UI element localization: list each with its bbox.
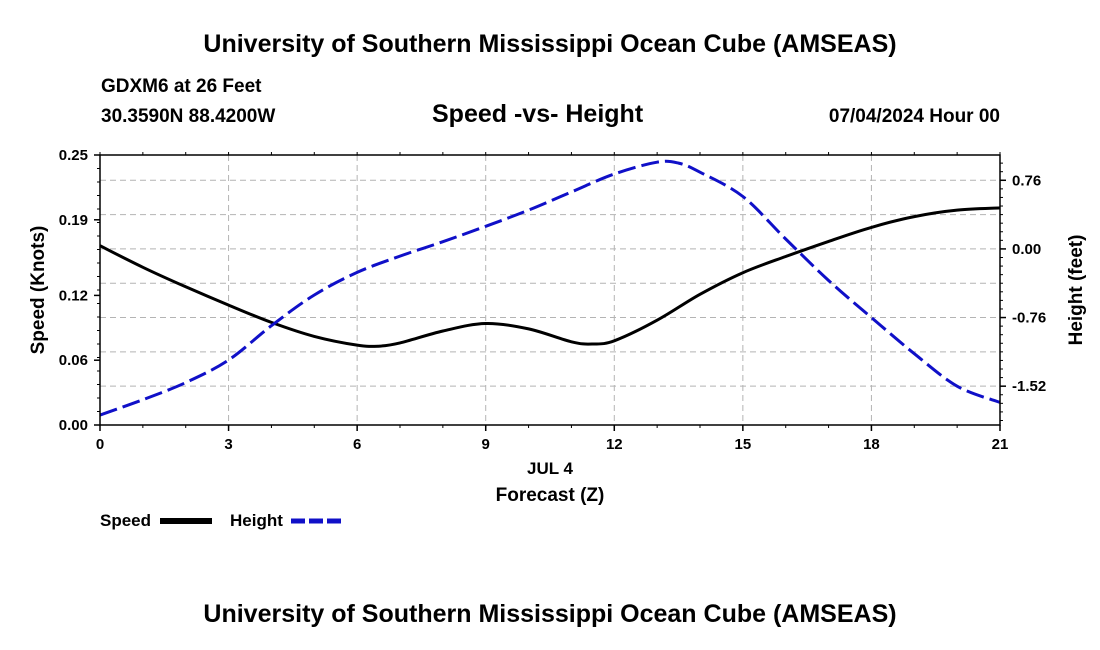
legend-height-label: Height [230, 511, 283, 530]
datetime-label: 07/04/2024 Hour 00 [828, 106, 1000, 127]
footer-title: University of Southern Mississippi Ocean… [203, 600, 897, 628]
x-tick-label: 18 [863, 436, 880, 453]
x-axis-title: Forecast (Z) [496, 485, 605, 506]
x-sublabel: JUL 4 [527, 459, 574, 478]
speed-series-line [99, 206, 1001, 348]
plot-frame: 0 3 6 9 12 15 18 21 0.00 0.06 0.12 0.19 0.25 0.76 0.00… [59, 147, 1046, 453]
chart-subtitle: Speed -vs- Height [432, 100, 644, 128]
x-tick-label: 12 [606, 436, 623, 453]
station-label: GDXM6 at 26 Feet [101, 76, 262, 97]
y2-axis-title: Height (feet) [1066, 235, 1087, 346]
y-tick-label: 0.19 [59, 212, 88, 229]
grid-lines [100, 155, 1000, 425]
y-tick-label: 0.25 [59, 147, 88, 164]
x-tick-label: 9 [482, 436, 490, 453]
y-axis-title: Speed (Knots) [28, 226, 49, 355]
y2-tick-label: 0.00 [1012, 241, 1041, 258]
x-tick-label: 6 [353, 436, 361, 453]
height-series-line [99, 159, 1001, 417]
axis-labels: JUL 4 Forecast (Z) Speed (Knots) Height … [28, 226, 1087, 506]
y-tick-label: 0.12 [59, 287, 88, 304]
legend-speed-label: Speed [100, 511, 151, 530]
y2-tick-label: 0.76 [1012, 172, 1041, 189]
x-tick-label: 15 [735, 436, 752, 453]
plot-border [99, 154, 1001, 426]
y2-tick-label: -0.76 [1012, 310, 1046, 327]
y-tick-label: 0.00 [59, 417, 88, 434]
coordinates-label: 30.3590N 88.4200W [101, 106, 276, 127]
speed-height-chart: 0 3 6 9 12 15 18 21 0.00 0.06 0.12 0.19 0.25 0.76 0.00… [28, 147, 1087, 530]
legend: Speed Height [100, 511, 342, 530]
x-tick-label: 3 [224, 436, 232, 453]
series-lines [99, 159, 1001, 417]
main-title: University of Southern Mississippi Ocean… [203, 30, 897, 58]
y2-tick-label: -1.52 [1012, 378, 1046, 395]
x-tick-label: 21 [992, 436, 1009, 453]
y-tick-label: 0.06 [59, 352, 88, 369]
x-tick-label: 0 [96, 436, 104, 453]
